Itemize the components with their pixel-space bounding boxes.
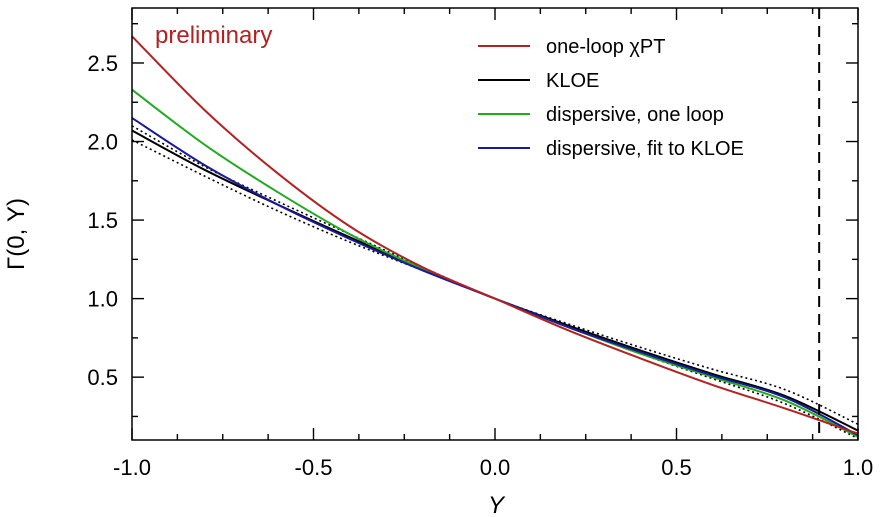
legend-label: one-loop χPT [546, 36, 665, 58]
legend-label: dispersive, fit to KLOE [546, 138, 744, 160]
legend-label: KLOE [546, 70, 599, 92]
series-band-line-4 [131, 125, 859, 426]
y-tick-label: 2.0 [87, 130, 118, 155]
legend-label: dispersive, one loop [546, 104, 724, 126]
x-axis-title: Y [488, 492, 506, 517]
y-tick-label: 0.5 [87, 365, 118, 390]
x-tick-label: 1.0 [843, 455, 874, 480]
x-tick-label: 0.5 [661, 455, 692, 480]
legend: one-loop χPT KLOE dispersive, one loop disp… [478, 36, 744, 160]
x-tick-label: -1.0 [113, 455, 151, 480]
series-line-0 [131, 35, 859, 435]
ticks-layer: -1.0 -0.5 0.0 0.5 1.0 0.5 1.0 1.5 2.0 2.5 [87, 8, 873, 480]
y-tick-label: 2.5 [87, 51, 118, 76]
x-tick-label: -0.5 [295, 455, 333, 480]
y-tick-label: 1.0 [87, 287, 118, 312]
preliminary-annotation: preliminary [155, 22, 272, 49]
y-tick-label: 1.5 [87, 208, 118, 233]
series-layer [131, 35, 859, 440]
plot-frame [131, 7, 859, 441]
x-tick-label: 0.0 [480, 455, 511, 480]
y-axis-title: Γ(0, Y) [3, 198, 30, 270]
